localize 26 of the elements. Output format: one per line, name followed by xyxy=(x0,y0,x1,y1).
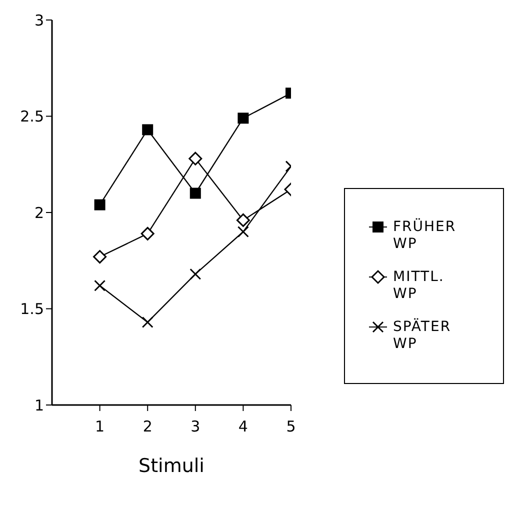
x-tick-label: 2 xyxy=(142,418,152,436)
point xyxy=(93,250,107,264)
x-axis-title: Stimuli xyxy=(138,455,204,477)
point xyxy=(94,280,106,292)
point xyxy=(236,213,250,227)
point xyxy=(237,226,249,238)
x-tick-label: 4 xyxy=(238,418,248,436)
point xyxy=(94,199,106,210)
x-tick-label: 5 xyxy=(286,418,296,436)
point xyxy=(190,188,201,199)
point xyxy=(190,268,202,280)
y-tick-label: 2.5 xyxy=(20,108,44,126)
point xyxy=(142,316,154,328)
legend-label: MITTL. WP xyxy=(393,269,446,303)
legend-label: FRÜHER WP xyxy=(393,219,458,253)
point xyxy=(140,226,154,240)
x-tick-label: 1 xyxy=(95,418,105,436)
y-tick-label: 2 xyxy=(34,204,44,222)
point xyxy=(142,124,154,136)
point xyxy=(238,112,249,124)
y-tick-label: 1 xyxy=(34,396,44,414)
y-tick-label: 1.5 xyxy=(20,300,44,318)
y-tick-label: 3 xyxy=(34,11,44,30)
legend-label: SPÄTER WP xyxy=(393,319,452,353)
point xyxy=(188,152,202,166)
x-tick-label: 3 xyxy=(190,418,200,436)
